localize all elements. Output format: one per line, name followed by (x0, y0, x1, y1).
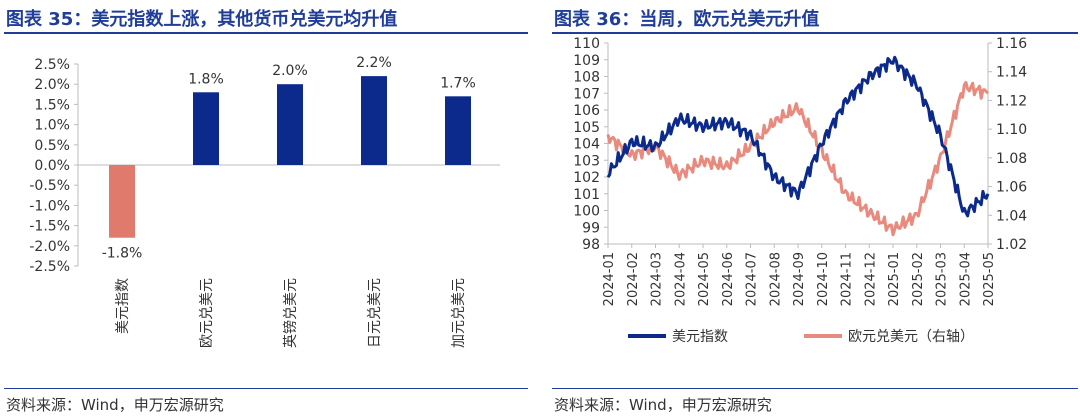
y-tick-label: -0.5% (29, 178, 70, 194)
category-label: 欧元兑美元 (199, 278, 215, 348)
eur-usd-line (606, 81, 990, 237)
x-tick-label: 2024-05 (697, 252, 712, 306)
x-tick-label: 2024-07 (745, 252, 760, 306)
left-y-tick-label: 99 (582, 220, 600, 236)
bar (445, 96, 471, 165)
legend-label-eur: 欧元兑美元（右轴） (848, 329, 974, 345)
right-y-tick-label: 1.02 (996, 237, 1027, 253)
footer-divider (552, 388, 1078, 389)
x-tick-label: 2024-11 (840, 252, 855, 306)
right-y-tick-label: 1.06 (996, 180, 1027, 196)
bar-data-label: 1.7% (440, 75, 476, 91)
y-tick-label: -2.5% (29, 259, 70, 275)
x-tick-label: 2024-03 (650, 252, 665, 306)
chart-title: 图表 35：美元指数上涨，其他货币兑美元均升值 (6, 9, 398, 30)
left-y-tick-label: 106 (573, 103, 600, 119)
left-y-tick-label: 103 (573, 153, 600, 169)
footer-divider (4, 388, 528, 389)
right-y-tick-label: 1.12 (996, 93, 1027, 109)
x-tick-label: 2025-01 (887, 252, 902, 306)
x-tick-label: 2025-04 (958, 252, 973, 306)
x-tick-label: 2024-12 (863, 252, 878, 306)
x-tick-label: 2025-05 (982, 252, 997, 306)
left-y-tick-label: 107 (573, 86, 600, 102)
chart-title: 图表 36：当周，欧元兑美元升值 (554, 9, 820, 30)
usd-index-line (606, 55, 990, 218)
x-tick-label: 2024-09 (792, 252, 807, 306)
right-y-tick-label: 1.16 (996, 36, 1027, 52)
bar (361, 76, 387, 165)
right-y-tick-label: 1.10 (996, 122, 1027, 138)
x-tick-label: 2024-02 (626, 252, 641, 306)
x-tick-label: 2024-08 (768, 252, 783, 306)
y-tick-label: 0.0% (34, 158, 70, 174)
y-tick-label: 1.5% (34, 97, 70, 113)
right-y-tick-label: 1.04 (996, 208, 1027, 224)
source-note: 资料来源：Wind，申万宏源研究 (6, 396, 224, 414)
y-tick-label: 2.5% (34, 57, 70, 73)
y-tick-label: 1.0% (34, 118, 70, 134)
x-tick-label: 2025-02 (911, 252, 926, 306)
bar-data-label: -1.8% (102, 246, 143, 262)
bar (193, 92, 219, 165)
left-y-tick-label: 101 (573, 187, 600, 203)
left-y-tick-label: 105 (573, 120, 600, 136)
category-label: 美元指数 (115, 278, 131, 334)
bar-chart: 2.5% 2.0% 1.5% 1.0% 0.5% 0.0% -0.5% -1.0% -1.5% -… (29, 55, 500, 348)
left-y-tick-label: 100 (573, 204, 600, 220)
left-y-tick-label: 102 (573, 170, 600, 186)
x-tick-label: 2024-10 (816, 252, 831, 306)
left-y-tick-label: 110 (573, 36, 600, 52)
bar (277, 84, 303, 165)
left-y-tick-label: 108 (573, 70, 600, 86)
right-y-tick-label: 1.14 (996, 65, 1027, 81)
y-tick-label: 0.5% (34, 138, 70, 154)
x-tick-label: 2024-06 (721, 252, 736, 306)
bar-data-label: 2.2% (356, 55, 392, 71)
line-chart-panel: 图表 36：当周，欧元兑美元升值 110 109 108 107 106 105 104 10… (548, 0, 1080, 420)
x-tick-label: 2024-04 (673, 252, 688, 306)
bar (109, 165, 135, 238)
bar-chart-panel: 图表 35：美元指数上涨，其他货币兑美元均升值 2.5% 2.0% 1.5% 1.0%… (0, 0, 530, 420)
left-y-tick-label: 109 (573, 53, 600, 69)
y-tick-label: 2.0% (34, 77, 70, 93)
bar-data-label: 1.8% (188, 71, 224, 87)
title-divider (4, 32, 528, 34)
left-y-tick-label: 98 (582, 237, 600, 253)
y-tick-label: -1.5% (29, 219, 70, 235)
left-y-tick-label: 104 (573, 137, 600, 153)
y-tick-label: -2.0% (29, 239, 70, 255)
category-label: 日元兑美元 (367, 278, 383, 348)
legend-label-usd: 美元指数 (672, 329, 728, 345)
title-divider (552, 32, 1078, 34)
category-label: 英镑兑美元 (282, 278, 299, 348)
x-tick-label: 2024-01 (602, 252, 617, 306)
bar-data-label: 2.0% (272, 63, 308, 79)
category-label: 加元兑美元 (451, 278, 467, 348)
right-y-tick-label: 1.08 (996, 151, 1027, 167)
source-note: 资料来源：Wind，申万宏源研究 (554, 396, 772, 414)
x-tick-label: 2025-03 (935, 252, 950, 306)
y-tick-label: -1.0% (29, 198, 70, 214)
